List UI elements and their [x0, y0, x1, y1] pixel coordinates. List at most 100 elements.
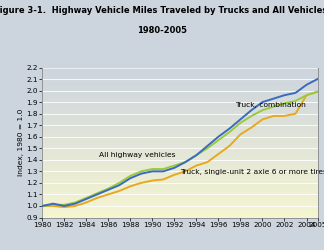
Bar [42, 128, 318, 129]
Bar [42, 202, 318, 203]
Bar [42, 151, 318, 152]
Bar [42, 119, 318, 120]
Bar [42, 102, 318, 103]
Bar [42, 72, 318, 73]
Bar [42, 213, 318, 214]
Bar [42, 94, 318, 95]
Bar [42, 120, 318, 121]
Bar [42, 160, 318, 161]
Bar [42, 79, 318, 80]
Bar [42, 211, 318, 212]
Bar [42, 85, 318, 86]
Bar [42, 92, 318, 93]
Bar [42, 91, 318, 92]
Bar [42, 191, 318, 192]
Bar [42, 110, 318, 111]
Bar [42, 81, 318, 82]
Bar [42, 100, 318, 101]
Bar [42, 170, 318, 171]
Bar [42, 83, 318, 84]
Bar [42, 134, 318, 135]
Bar [42, 179, 318, 180]
Bar [42, 163, 318, 164]
Bar [42, 88, 318, 89]
Bar [42, 108, 318, 109]
Text: 1980-2005: 1980-2005 [137, 26, 187, 35]
Bar [42, 109, 318, 110]
Bar [42, 131, 318, 132]
Bar [42, 129, 318, 130]
Bar [42, 210, 318, 211]
Bar [42, 141, 318, 142]
Bar [42, 154, 318, 155]
Bar [42, 175, 318, 176]
Bar [42, 74, 318, 75]
Bar [42, 193, 318, 194]
Bar [42, 147, 318, 148]
Bar [42, 182, 318, 183]
Bar [42, 125, 318, 126]
Bar [42, 194, 318, 195]
Bar [42, 107, 318, 108]
Bar [42, 185, 318, 186]
Bar [42, 77, 318, 78]
Bar [42, 121, 318, 122]
Bar [42, 156, 318, 157]
Bar [42, 90, 318, 91]
Bar [42, 144, 318, 145]
Bar [42, 115, 318, 116]
Bar [42, 95, 318, 96]
Bar [42, 197, 318, 198]
Bar [42, 217, 318, 218]
Bar [42, 137, 318, 138]
Bar [42, 200, 318, 201]
Text: Figure 3-1.  Highway Vehicle Miles Traveled by Trucks and All Vehicles:: Figure 3-1. Highway Vehicle Miles Travel… [0, 6, 324, 15]
Bar [42, 89, 318, 90]
Bar [42, 168, 318, 169]
Bar [42, 149, 318, 150]
Bar [42, 143, 318, 144]
Bar [42, 114, 318, 115]
Bar [42, 106, 318, 107]
Bar [42, 209, 318, 210]
Bar [42, 140, 318, 141]
Bar [42, 178, 318, 179]
Bar [42, 171, 318, 172]
Bar [42, 105, 318, 106]
Bar [42, 132, 318, 133]
Bar [42, 139, 318, 140]
Bar [42, 158, 318, 159]
Bar [42, 127, 318, 128]
Bar [42, 96, 318, 97]
Bar [42, 212, 318, 213]
Bar [42, 113, 318, 114]
Bar [42, 162, 318, 163]
Bar [42, 103, 318, 104]
Bar [42, 152, 318, 153]
Bar [42, 183, 318, 184]
Bar [42, 112, 318, 113]
Bar [42, 93, 318, 94]
Bar [42, 201, 318, 202]
Bar [42, 190, 318, 191]
Bar [42, 204, 318, 205]
Bar [42, 136, 318, 137]
Bar [42, 180, 318, 181]
Bar [42, 150, 318, 151]
Bar [42, 153, 318, 154]
Bar [42, 124, 318, 125]
Bar [42, 145, 318, 146]
Bar [42, 82, 318, 83]
Bar [42, 181, 318, 182]
Bar [42, 155, 318, 156]
Bar [42, 126, 318, 127]
Bar [42, 101, 318, 102]
Bar [42, 172, 318, 173]
Bar [42, 86, 318, 87]
Bar [42, 122, 318, 123]
Bar [42, 192, 318, 193]
Bar [42, 78, 318, 79]
Bar [42, 76, 318, 77]
Bar [42, 97, 318, 98]
Bar [42, 199, 318, 200]
